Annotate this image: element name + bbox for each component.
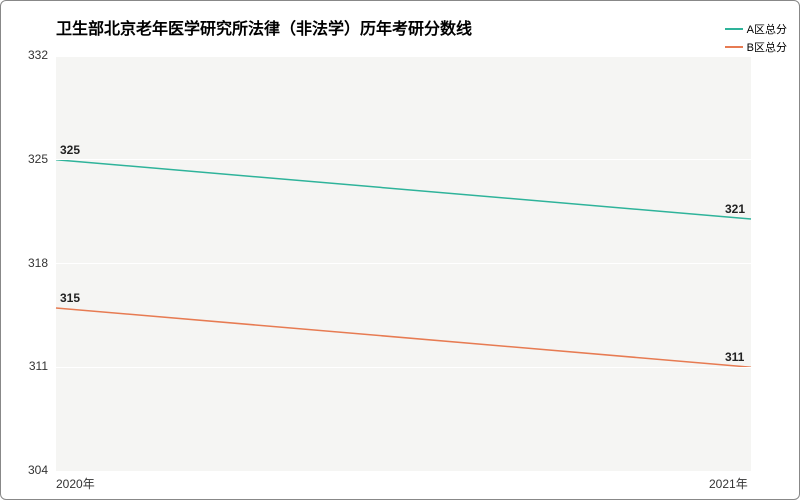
y-tick-label: 304 — [28, 463, 48, 477]
series-line — [56, 160, 751, 219]
data-label: 325 — [60, 143, 80, 157]
gridline — [56, 471, 751, 472]
data-label: 315 — [60, 291, 80, 305]
gridline — [56, 367, 751, 368]
data-label: 321 — [725, 202, 745, 216]
series-line — [56, 308, 751, 367]
x-tick-label: 2021年 — [709, 475, 748, 492]
data-label: 311 — [725, 350, 744, 364]
y-tick-label: 318 — [28, 256, 48, 270]
y-tick-label: 325 — [28, 152, 48, 166]
x-tick-label: 2020年 — [56, 475, 95, 492]
line-layer — [1, 1, 800, 501]
y-tick-label: 332 — [28, 48, 48, 62]
gridline — [56, 56, 751, 57]
y-tick-label: 311 — [29, 359, 48, 373]
gridline — [56, 263, 751, 264]
chart-container: 卫生部北京老年医学研究所法律（非法学）历年考研分数线 A区总分B区总分 3043… — [0, 0, 800, 500]
gridline — [56, 159, 751, 160]
